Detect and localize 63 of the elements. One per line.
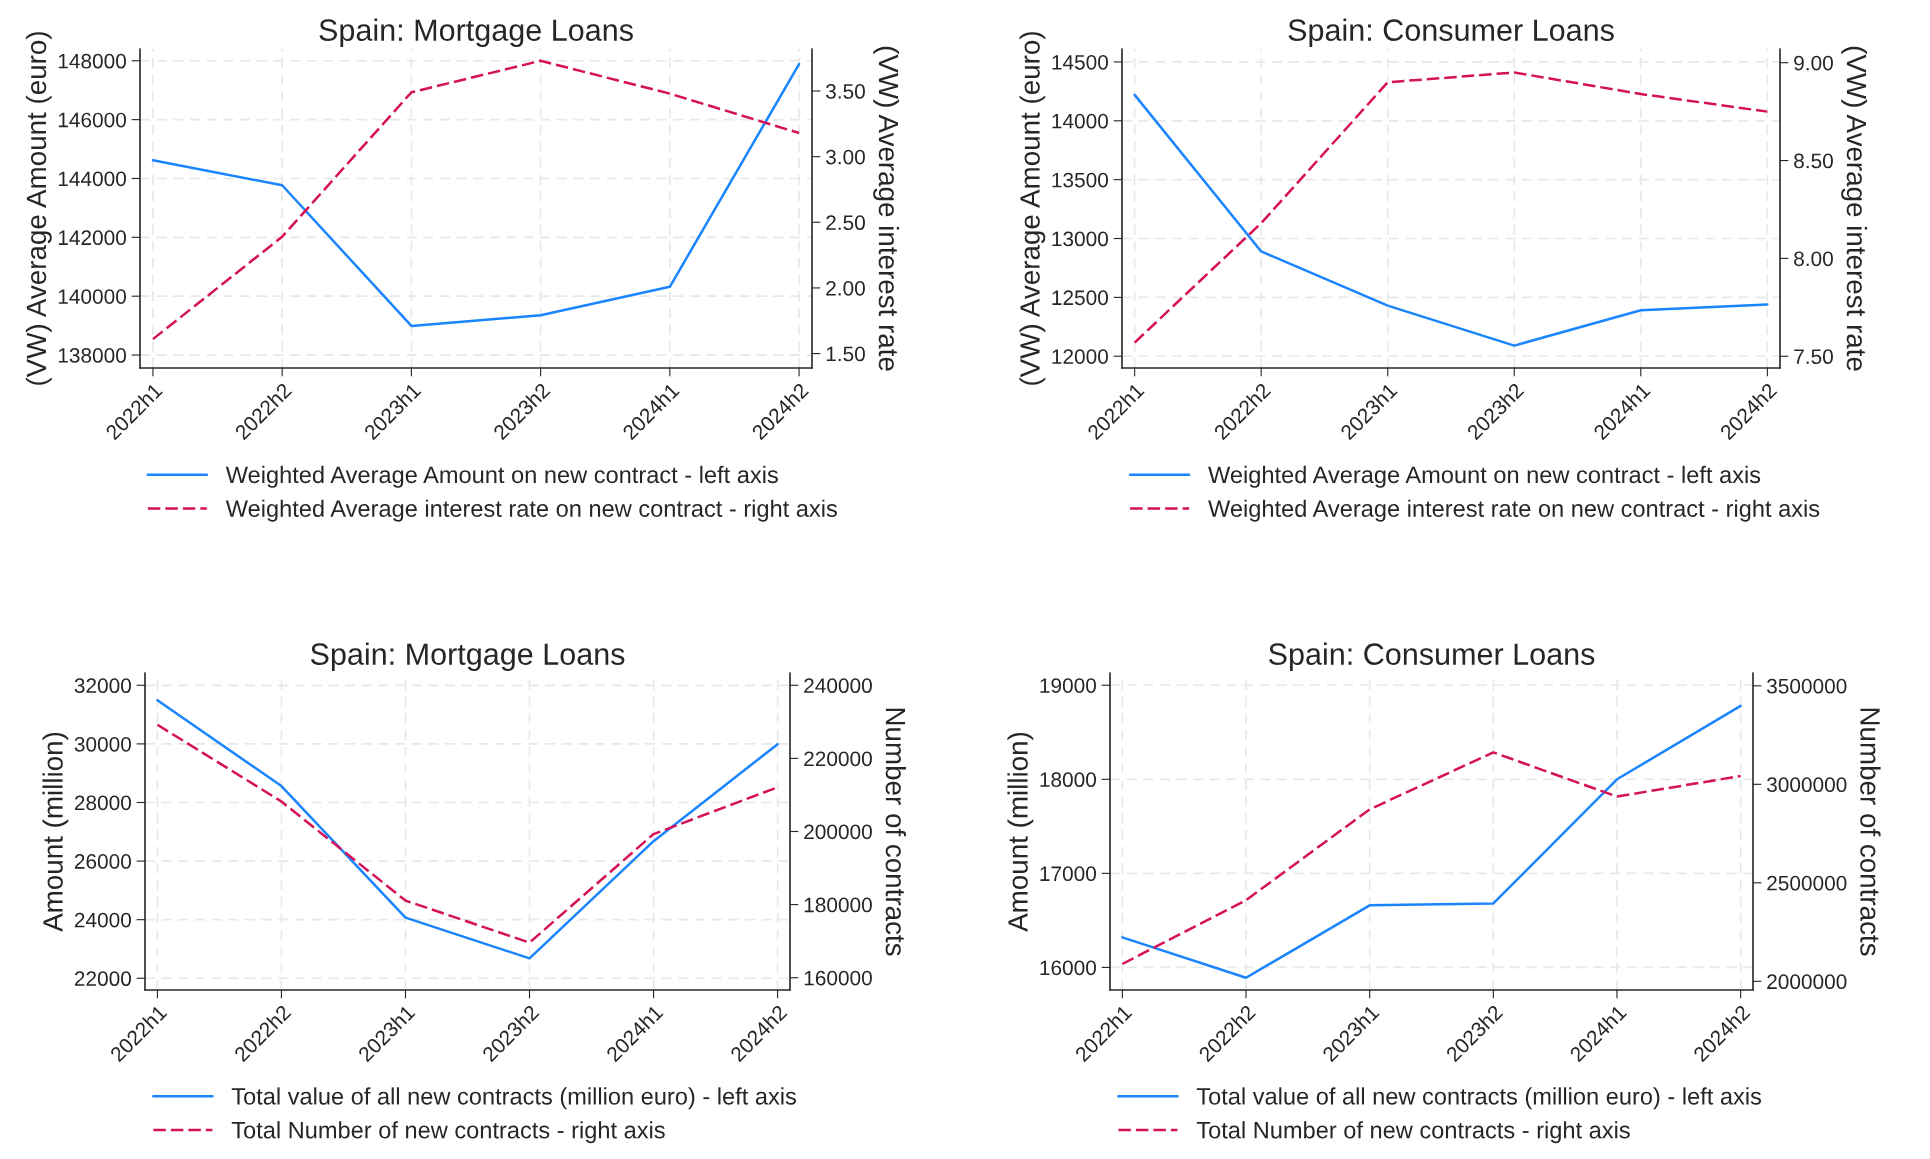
y-tick-label: 28000 bbox=[74, 795, 131, 811]
y-axis-title: Amount (million) bbox=[1007, 732, 1034, 932]
y-tick-label: 30000 bbox=[74, 736, 131, 752]
y2-tick-label: 240000 bbox=[804, 678, 872, 694]
y2-tick-label: 220000 bbox=[804, 751, 872, 767]
legend-label: Total value of all new contracts (million euro) - left axis bbox=[231, 1087, 796, 1110]
y-tick-label: 13000 bbox=[1052, 231, 1108, 247]
legend-label: Total Number of new contracts - right axis bbox=[231, 1121, 665, 1144]
y-tick-label: 140000 bbox=[58, 289, 126, 304]
y-tick-label: 13500 bbox=[1052, 172, 1108, 188]
y-tick-label: 142000 bbox=[58, 230, 126, 246]
y-tick-label: 24000 bbox=[74, 912, 131, 928]
y2-axis-title: Number of contracts bbox=[1860, 708, 1881, 956]
y-tick-label: 14500 bbox=[1052, 54, 1108, 70]
y-tick-label: 12000 bbox=[1052, 349, 1108, 364]
y-tick-label: 16000 bbox=[1040, 960, 1096, 976]
line-series bbox=[1121, 751, 1742, 966]
chart-title: Spain: Mortgage Loans bbox=[319, 18, 633, 48]
y2-tick-label: 3500000 bbox=[1766, 678, 1847, 694]
y2-tick-label: 8.00 bbox=[1794, 251, 1833, 267]
line-series bbox=[156, 699, 779, 960]
legend-label: Weighted Average interest rate on new contract - right axis bbox=[225, 499, 837, 522]
y-tick-label: 144000 bbox=[58, 171, 126, 187]
y-tick-label: 19000 bbox=[1040, 678, 1096, 693]
y-axis-title: Amount (million) bbox=[42, 732, 69, 932]
chart-title: Spain: Mortgage Loans bbox=[310, 642, 625, 672]
y-axis-title: (VW) Average Amount (euro) bbox=[1019, 32, 1046, 385]
y2-tick-label: 2.50 bbox=[826, 215, 865, 231]
y-tick-label: 32000 bbox=[74, 678, 131, 694]
y2-tick-label: 3.50 bbox=[825, 84, 865, 99]
y2-tick-label: 3000000 bbox=[1766, 777, 1847, 793]
y2-tick-label: 2.00 bbox=[826, 280, 865, 296]
y2-tick-label: 200000 bbox=[804, 824, 872, 840]
chart-title: Spain: Consumer Loans bbox=[1288, 18, 1614, 48]
y2-tick-label: 2500000 bbox=[1767, 875, 1847, 891]
y2-tick-label: 180000 bbox=[804, 897, 872, 913]
y2-tick-label: 1.50 bbox=[826, 346, 865, 362]
y2-tick-label: 160000 bbox=[804, 970, 872, 986]
chart-title: Spain: Consumer Loans bbox=[1268, 642, 1595, 672]
y-tick-label: 17000 bbox=[1040, 866, 1096, 882]
y-axis-title: (VW) Average Amount (euro) bbox=[25, 32, 52, 385]
y2-axis-title: (VW) Average interest rate bbox=[1841, 46, 1868, 371]
y-tick-label: 22000 bbox=[74, 971, 131, 987]
y-tick-label: 26000 bbox=[74, 854, 131, 869]
y2-tick-label: 7.50 bbox=[1794, 349, 1833, 365]
y-tick-label: 138000 bbox=[58, 348, 126, 363]
legend-label: Total value of all new contracts (million euro) - left axis bbox=[1196, 1087, 1762, 1110]
legend-label: Weighted Average interest rate on new contract - right axis bbox=[1208, 499, 1820, 522]
legend-label: Total Number of new contracts - right axis bbox=[1196, 1121, 1630, 1144]
legend-label: Weighted Average Amount on new contract - left axis bbox=[1208, 465, 1761, 488]
y2-axis-title: Number of contracts bbox=[885, 708, 907, 956]
y-tick-label: 146000 bbox=[58, 112, 126, 128]
y-tick-label: 14000 bbox=[1052, 113, 1108, 129]
legend-label: Weighted Average Amount on new contract - left axis bbox=[225, 465, 778, 488]
line-series bbox=[1121, 704, 1742, 980]
y-tick-label: 18000 bbox=[1040, 772, 1096, 788]
y2-axis-title: (VW) Average interest rate bbox=[873, 46, 900, 371]
y2-tick-label: 3.00 bbox=[825, 149, 865, 165]
y-tick-label: 148000 bbox=[58, 53, 126, 69]
y2-tick-label: 2000000 bbox=[1767, 974, 1847, 990]
y2-tick-label: 9.00 bbox=[1794, 55, 1833, 71]
y-tick-label: 12500 bbox=[1052, 290, 1108, 306]
y2-tick-label: 8.50 bbox=[1794, 153, 1833, 169]
